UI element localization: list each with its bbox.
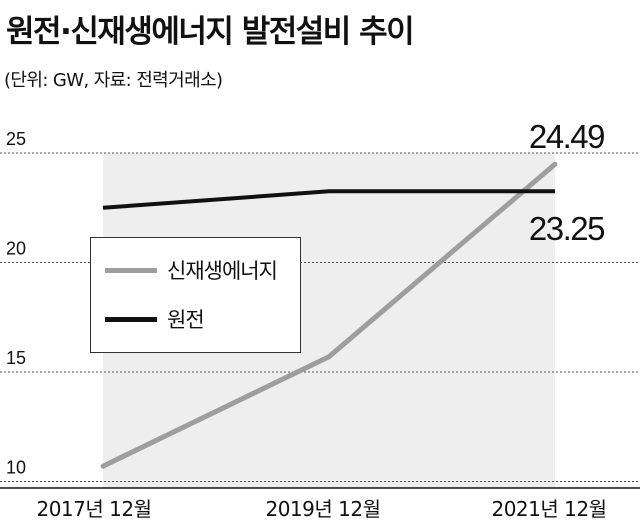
legend-label-renewable: 신재생에너지: [167, 259, 278, 283]
renewable-series-line: [100, 161, 558, 469]
legend-item-nuclear: 원전: [105, 304, 205, 334]
y-tick-label: 10: [6, 458, 26, 478]
legend-label-nuclear: 원전: [167, 308, 205, 332]
x-tick-label: 2019년 12월: [265, 497, 380, 521]
nuclear-value-label: 23.25: [529, 210, 604, 247]
chart-subtitle: (단위: GW, 자료: 전력거래소): [4, 70, 223, 91]
x-tick-label: 2021년 12월: [491, 497, 606, 521]
y-tick-label: 15: [6, 348, 26, 368]
x-tick-label: 2017년 12월: [36, 497, 151, 521]
x-axis-ticks: 2017년 12월 2019년 12월 2021년 12월: [36, 497, 607, 521]
y-axis-ticks: 25 20 15 10: [6, 129, 26, 478]
gridlines: [0, 152, 640, 482]
nuclear-series-line: [102, 189, 555, 210]
chart-legend: 신재생에너지 원전: [90, 237, 301, 353]
legend-swatch-renewable: [105, 267, 157, 273]
renewable-value-label: 24.49: [529, 118, 604, 155]
legend-swatch-nuclear: [105, 316, 157, 322]
y-tick-label: 20: [6, 239, 26, 259]
chart-title: 원전·신재생에너지 발전설비 추이: [6, 14, 415, 50]
y-tick-label: 25: [6, 129, 26, 149]
legend-item-renewable: 신재생에너지: [105, 255, 278, 285]
